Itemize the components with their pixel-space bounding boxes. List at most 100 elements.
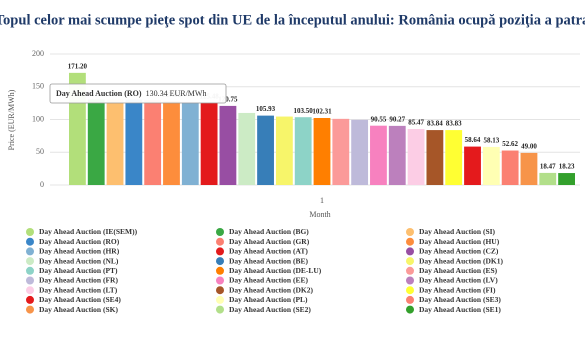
bar [407, 129, 425, 185]
bar [125, 99, 143, 185]
bar [181, 102, 199, 185]
tooltip-series: Day Ahead Auction (RO) [56, 89, 142, 98]
legend-swatch [406, 228, 414, 236]
data-label: 120.75 [218, 96, 238, 104]
data-label: 83.83 [446, 120, 462, 128]
plot-area: 0501001502001171.20127.92125.48120.75105… [32, 49, 580, 205]
data-label: 171.20 [68, 62, 88, 70]
bar [200, 102, 218, 185]
legend-swatch [406, 266, 414, 275]
y-tick-label: 0 [40, 180, 44, 189]
legend-swatch [406, 286, 414, 295]
legend-label: Day Ahead Auction (PL) [229, 295, 308, 304]
legend-label: Day Ahead Auction (HR) [39, 247, 120, 256]
data-label: 103.50 [294, 107, 314, 115]
bar [539, 172, 557, 185]
data-label: 58.64 [465, 136, 481, 144]
y-tick-label: 150 [32, 82, 44, 91]
legend-label: Day Ahead Auction (DK1) [419, 256, 503, 265]
legend-label: Day Ahead Auction (FR) [39, 276, 118, 285]
legend-label: Day Ahead Auction (DK2) [229, 285, 313, 294]
data-label: 90.55 [371, 115, 387, 123]
legend-swatch [406, 305, 414, 314]
data-label: 90.27 [389, 115, 405, 123]
bar [332, 118, 350, 185]
legend-label: Day Ahead Auction (SK) [39, 305, 118, 314]
y-tick-label: 50 [36, 147, 44, 156]
legend-swatch [216, 257, 224, 266]
bar [87, 99, 105, 185]
legend-swatch [406, 276, 414, 285]
legend-label: Day Ahead Auction (AT) [229, 247, 308, 256]
data-label: 18.23 [559, 163, 575, 171]
tooltip: Day Ahead Auction (RO) 130.34 EUR/MWh [49, 83, 227, 104]
legend-swatch [406, 257, 414, 266]
legend-swatch [216, 228, 224, 236]
legend-swatch [216, 266, 224, 275]
legend-swatch [216, 247, 224, 256]
legend-label: Day Ahead Auction (SE3) [419, 295, 501, 304]
chart-title: Topul celor mai scumpe pieţe spot din UE… [0, 12, 585, 28]
legend-swatch [26, 276, 34, 285]
x-tick-label: 1 [320, 196, 324, 205]
data-label: 18.47 [540, 163, 556, 171]
legend: Day Ahead Auction (IE(SEM)) Day Ahead Auc… [26, 227, 503, 314]
legend-swatch [26, 228, 34, 236]
bar [520, 152, 538, 185]
data-label: 83.84 [427, 120, 443, 128]
legend-label: Day Ahead Auction (LT) [39, 285, 118, 294]
legend-swatch [216, 237, 224, 246]
bar [294, 117, 312, 185]
x-axis-label: Month [309, 210, 330, 219]
legend-label: Day Ahead Auction (IE(SEM)) [39, 227, 138, 236]
bar [482, 146, 500, 185]
bar [426, 130, 444, 185]
data-label: 105.93 [256, 105, 276, 113]
legend-label: Day Ahead Auction (SE2) [229, 305, 311, 314]
legend-label: Day Ahead Auction (FI) [419, 285, 496, 294]
legend-label: Day Ahead Auction (LV) [419, 276, 498, 285]
bar [106, 99, 124, 185]
bar [257, 115, 274, 185]
legend-label: Day Ahead Auction (RO) [39, 237, 120, 246]
legend-swatch [26, 295, 34, 304]
data-label: 102.31 [312, 108, 332, 116]
bar [370, 125, 387, 185]
bar [501, 150, 519, 185]
legend-swatch [216, 305, 224, 314]
legend-swatch [26, 237, 34, 246]
legend-label: Day Ahead Auction (SI) [419, 227, 496, 236]
legend-label: Day Ahead Auction (BE) [229, 256, 308, 265]
legend-swatch [26, 266, 34, 275]
legend-label: Day Ahead Auction (HU) [419, 237, 500, 246]
bar [351, 119, 369, 185]
legend-label: Day Ahead Auction (GR) [229, 237, 310, 246]
legend-swatch [216, 276, 224, 285]
bar [144, 100, 162, 185]
legend-swatch [406, 295, 414, 304]
legend-swatch [406, 237, 414, 246]
bar [219, 105, 237, 185]
legend-swatch [216, 295, 224, 304]
legend-label: Day Ahead Auction (SE1) [419, 305, 501, 314]
legend-label: Day Ahead Auction (ES) [419, 266, 498, 275]
legend-label: Day Ahead Auction (BG) [229, 227, 309, 236]
legend-label: Day Ahead Auction (NL) [39, 256, 119, 265]
data-label: 85.47 [408, 119, 424, 127]
data-label: 52.62 [502, 140, 518, 148]
bar [238, 112, 256, 185]
bar [558, 173, 575, 185]
y-axis-label: Price (EUR/MWh) [7, 89, 16, 150]
tooltip-box [49, 83, 227, 104]
legend-swatch [216, 286, 224, 295]
bar [275, 116, 293, 185]
legend-swatch [26, 247, 34, 256]
tooltip-value: 130.34 EUR/MWh [146, 89, 207, 98]
bar [163, 101, 180, 185]
legend-swatch [406, 247, 414, 256]
y-tick-label: 200 [32, 49, 44, 58]
legend-label: Day Ahead Auction (DE-LU) [229, 266, 322, 275]
legend-swatch [26, 305, 34, 314]
legend-swatch [26, 286, 34, 295]
